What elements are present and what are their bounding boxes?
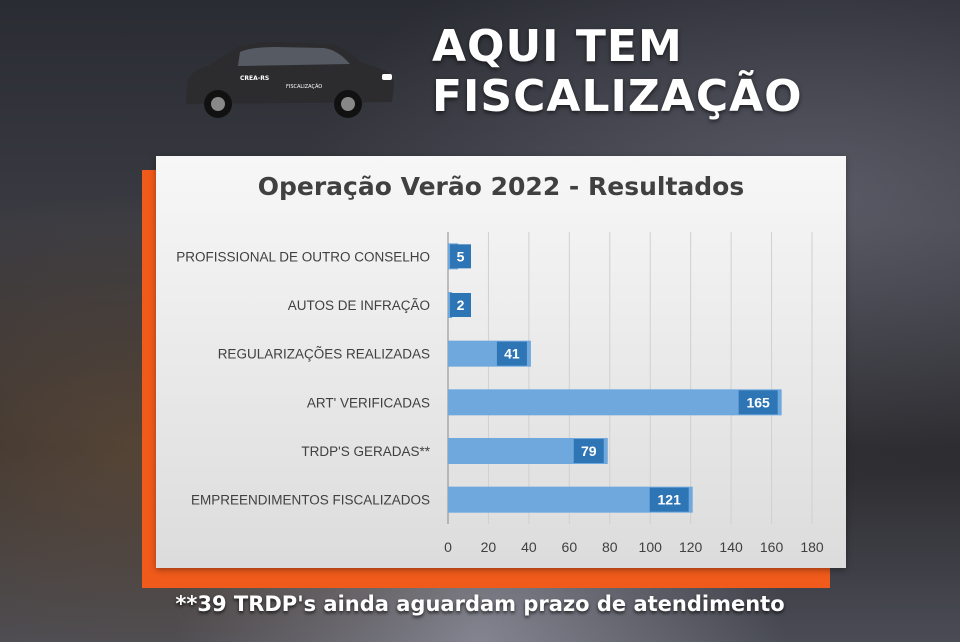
data-label-box — [649, 487, 689, 512]
x-tick-label: 40 — [521, 539, 537, 555]
inspection-car-image: CREA-RS FISCALIZAÇÃO — [186, 42, 394, 118]
category-label: EMPREENDIMENTOS FISCALIZADOS — [191, 493, 430, 508]
footnote: **39 TRDP's ainda aguardam prazo de aten… — [175, 592, 785, 616]
data-label-box — [450, 293, 471, 317]
data-label-box — [738, 390, 778, 415]
data-label-box — [450, 244, 471, 269]
category-label: REGULARIZAÇÕES REALIZADAS — [218, 347, 430, 362]
data-label: 2 — [457, 297, 465, 313]
x-tick-label: 120 — [679, 539, 703, 555]
car-badge-text: CREA-RS — [240, 75, 269, 82]
rear-wheel-rim — [211, 97, 225, 111]
headline-line-2: FISCALIZAÇÃO — [432, 71, 803, 122]
data-label-box — [573, 439, 604, 463]
data-label: 5 — [457, 248, 465, 264]
category-label: TRDP'S GERADAS** — [301, 444, 430, 459]
data-label-box — [496, 341, 527, 366]
x-tick-label: 80 — [602, 539, 618, 555]
category-label: ART' VERIFICADAS — [307, 395, 430, 410]
data-label: 41 — [504, 346, 520, 362]
car-windows — [238, 47, 350, 66]
data-label: 121 — [658, 492, 682, 508]
x-tick-label: 0 — [444, 539, 452, 555]
x-tick-label: 100 — [639, 539, 663, 555]
x-tick-label: 20 — [481, 539, 497, 555]
headline: AQUI TEM FISCALIZAÇÃO — [432, 22, 803, 122]
bar — [448, 389, 782, 416]
x-tick-label: 140 — [719, 539, 743, 555]
headline-line-1: AQUI TEM — [432, 21, 683, 72]
car-headlight — [382, 74, 392, 80]
data-label: 79 — [581, 443, 597, 459]
data-label: 165 — [746, 394, 770, 410]
car-door-text: FISCALIZAÇÃO — [286, 83, 322, 90]
x-tick-label: 180 — [800, 539, 824, 555]
x-tick-label: 60 — [562, 539, 578, 555]
category-label: AUTOS DE INFRAÇÃO — [288, 298, 430, 313]
category-label: PROFISSIONAL DE OUTRO CONSELHO — [176, 249, 430, 264]
x-tick-label: 160 — [760, 539, 784, 555]
chart-title: Operação Verão 2022 - Resultados — [257, 172, 745, 201]
front-wheel-rim — [341, 97, 355, 111]
